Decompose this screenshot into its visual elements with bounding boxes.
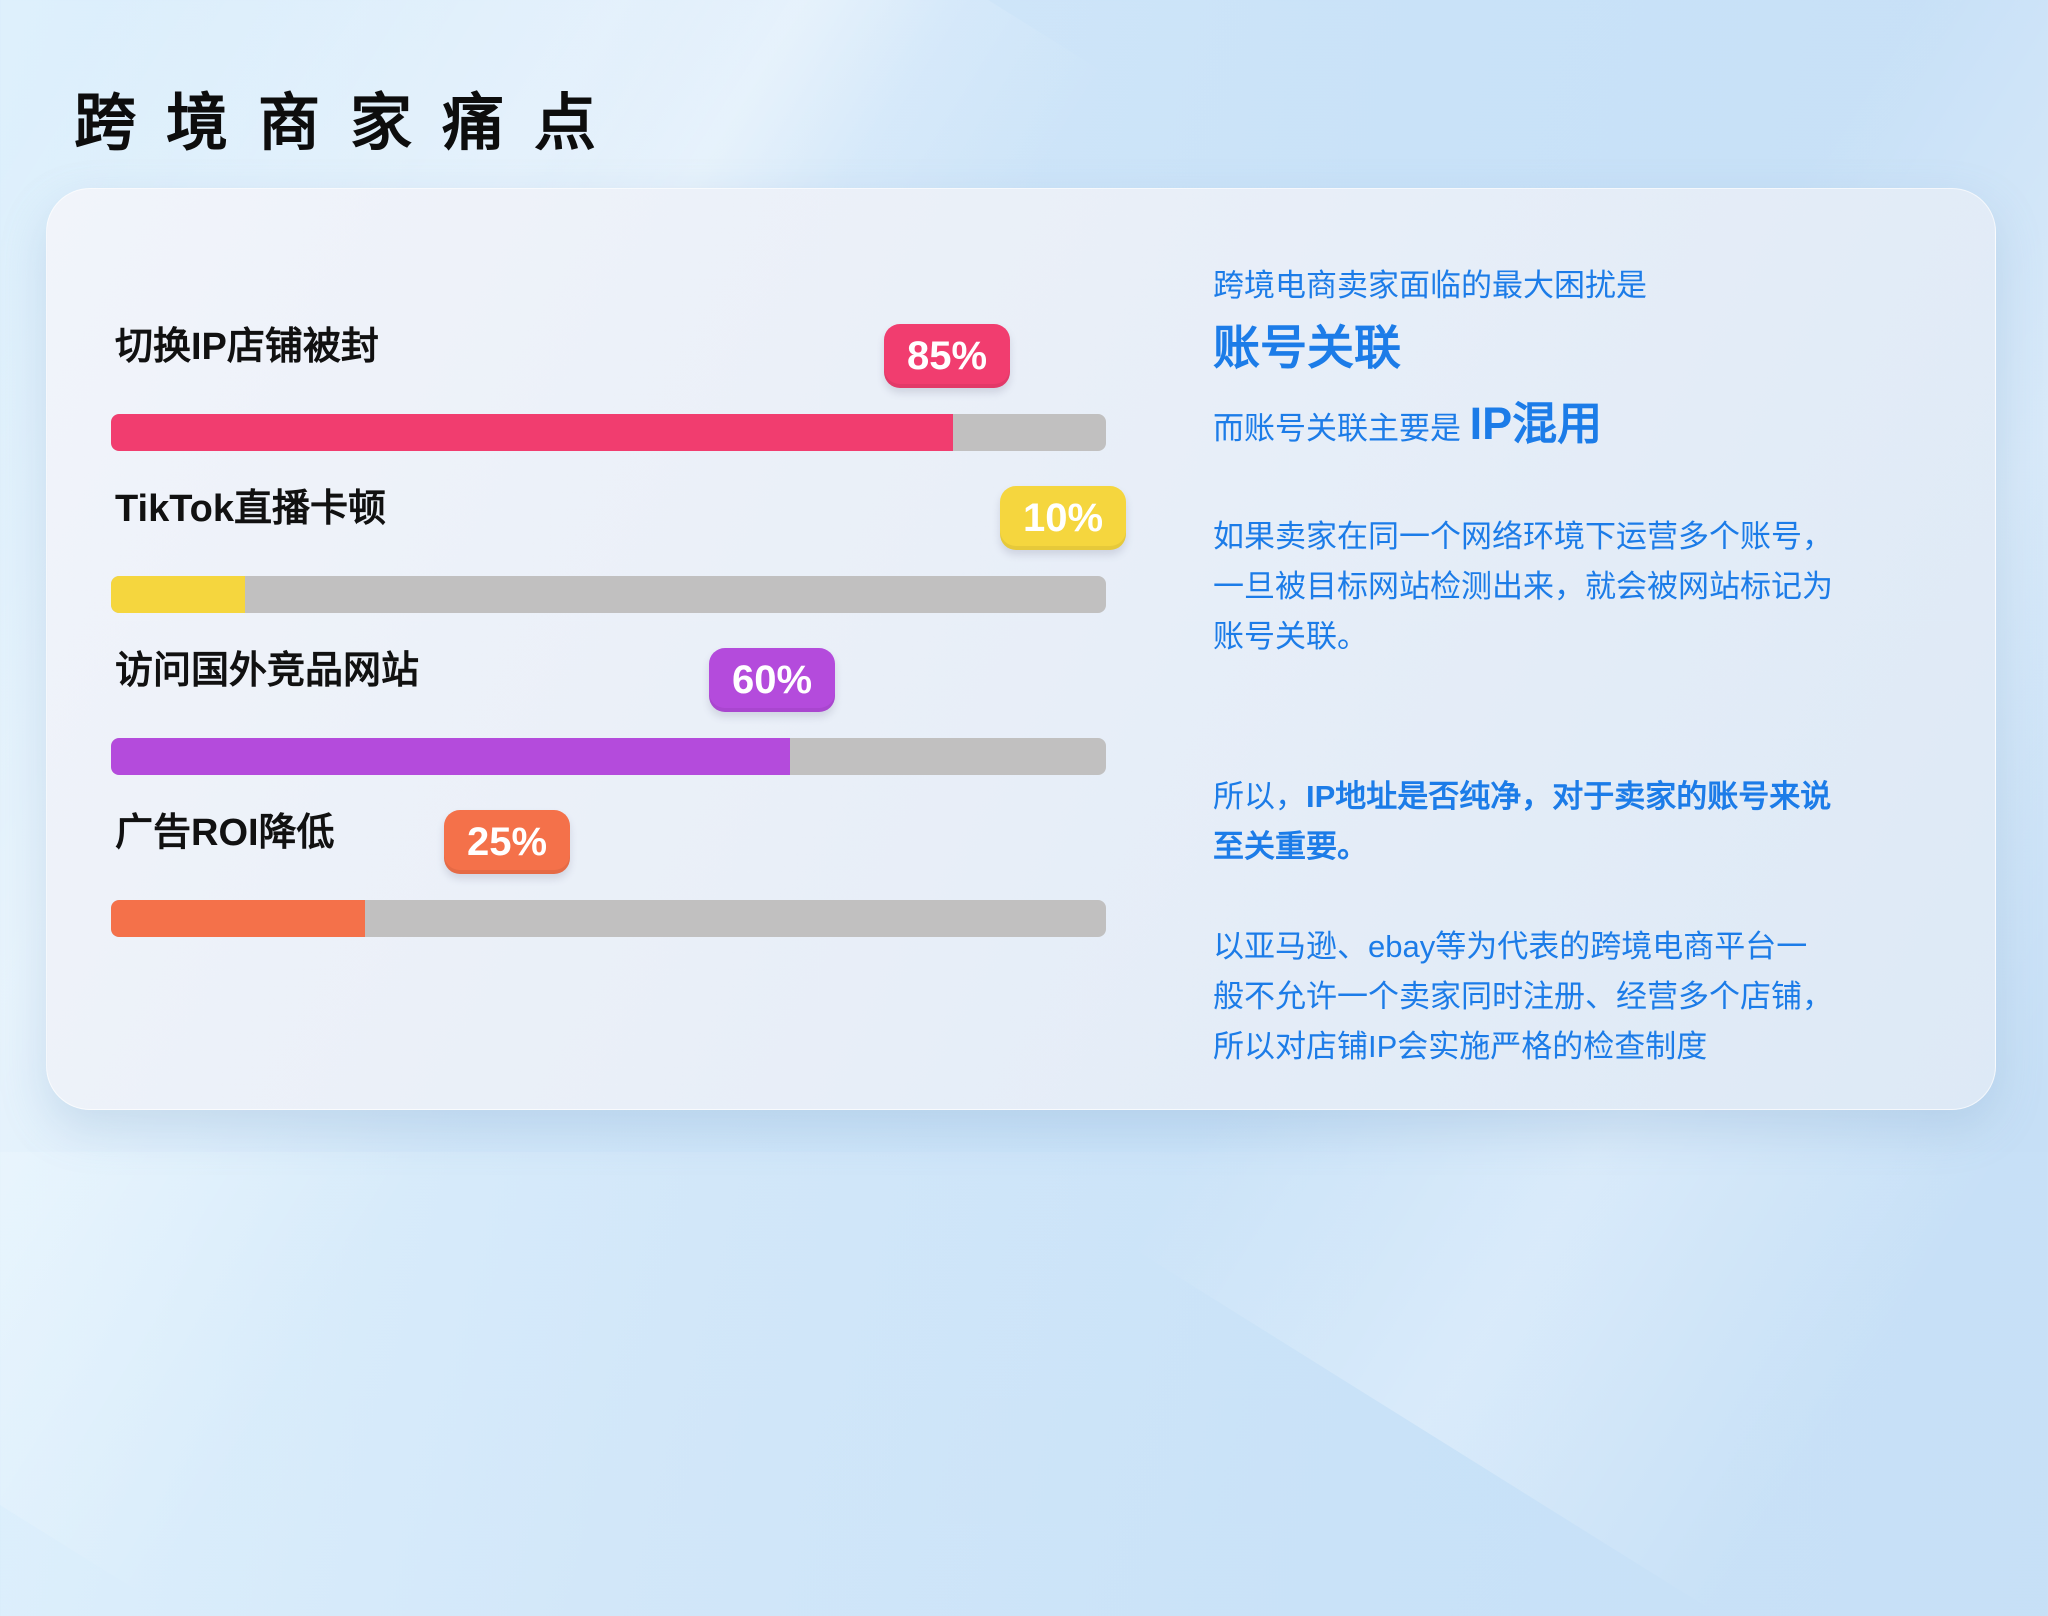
keyword-account-linking: 账号关联	[1213, 321, 1401, 374]
paragraph-detection: 如果卖家在同一个网络环境下运营多个账号， 一旦被目标网站检测出来，就会被网站标记…	[1213, 519, 1833, 654]
bar-label: TikTok直播卡顿	[115, 488, 386, 530]
bar-track	[111, 900, 1106, 937]
bar-row: TikTok直播卡顿 10%	[111, 446, 1126, 613]
bar-label: 访问国外竞品网站	[115, 650, 420, 692]
paragraph-ip-importance-bold: IP地址是否纯净，对于卖家的账号来说 至关重要。	[1213, 779, 1832, 864]
bar-fill	[111, 738, 790, 775]
bar-fill	[111, 576, 246, 613]
bar-label: 切换IP店铺被封	[115, 326, 379, 368]
bar-value-badge: 10%	[1000, 486, 1126, 550]
bar-fill	[111, 900, 365, 937]
keyword-line: 而账号关联主要是 IP混用	[1213, 396, 1943, 463]
paragraph-platforms: 以亚马逊、ebay等为代表的跨境电商平台一 般不允许一个卖家同时注册、经营多个店…	[1213, 929, 1833, 1064]
paragraph-ip-importance-prefix: 所以，	[1213, 779, 1306, 814]
bar-track	[111, 738, 1106, 775]
bar-value-badge: 25%	[444, 810, 570, 874]
page-title: 跨境商家痛点	[74, 89, 627, 158]
keyword-line-prefix: 而账号关联主要是	[1213, 411, 1470, 446]
bar-track	[111, 576, 1106, 613]
content-card: 切换IP店铺被封 85% TikTok直播卡顿 10% 访问国外竞品网站 60% 广告ROI…	[46, 188, 1996, 1110]
bar-value-badge: 60%	[709, 648, 835, 712]
bar-value-badge: 85%	[884, 324, 1010, 388]
paragraph-ip-importance: 所以，IP地址是否纯净，对于卖家的账号来说 至关重要。	[1213, 722, 1943, 872]
bar-row: 广告ROI降低 25%	[111, 770, 1106, 937]
bar-row: 访问国外竞品网站 60%	[111, 608, 1106, 775]
bar-track	[111, 414, 1106, 451]
bar-fill	[111, 414, 953, 451]
intro-line: 跨境电商卖家面临的最大困扰是	[1213, 268, 1647, 303]
bar-row: 切换IP店铺被封 85%	[111, 284, 1106, 451]
keyword-ip-mixing: IP混用	[1469, 398, 1603, 449]
explanation-panel: 跨境电商卖家面临的最大困扰是 账号关联 而账号关联主要是 IP混用 如果卖家在同…	[1213, 189, 1943, 1109]
pain-points-bar-chart: 切换IP店铺被封 85% TikTok直播卡顿 10% 访问国外竞品网站 60% 广告ROI…	[111, 284, 1126, 944]
bar-label: 广告ROI降低	[115, 812, 335, 854]
